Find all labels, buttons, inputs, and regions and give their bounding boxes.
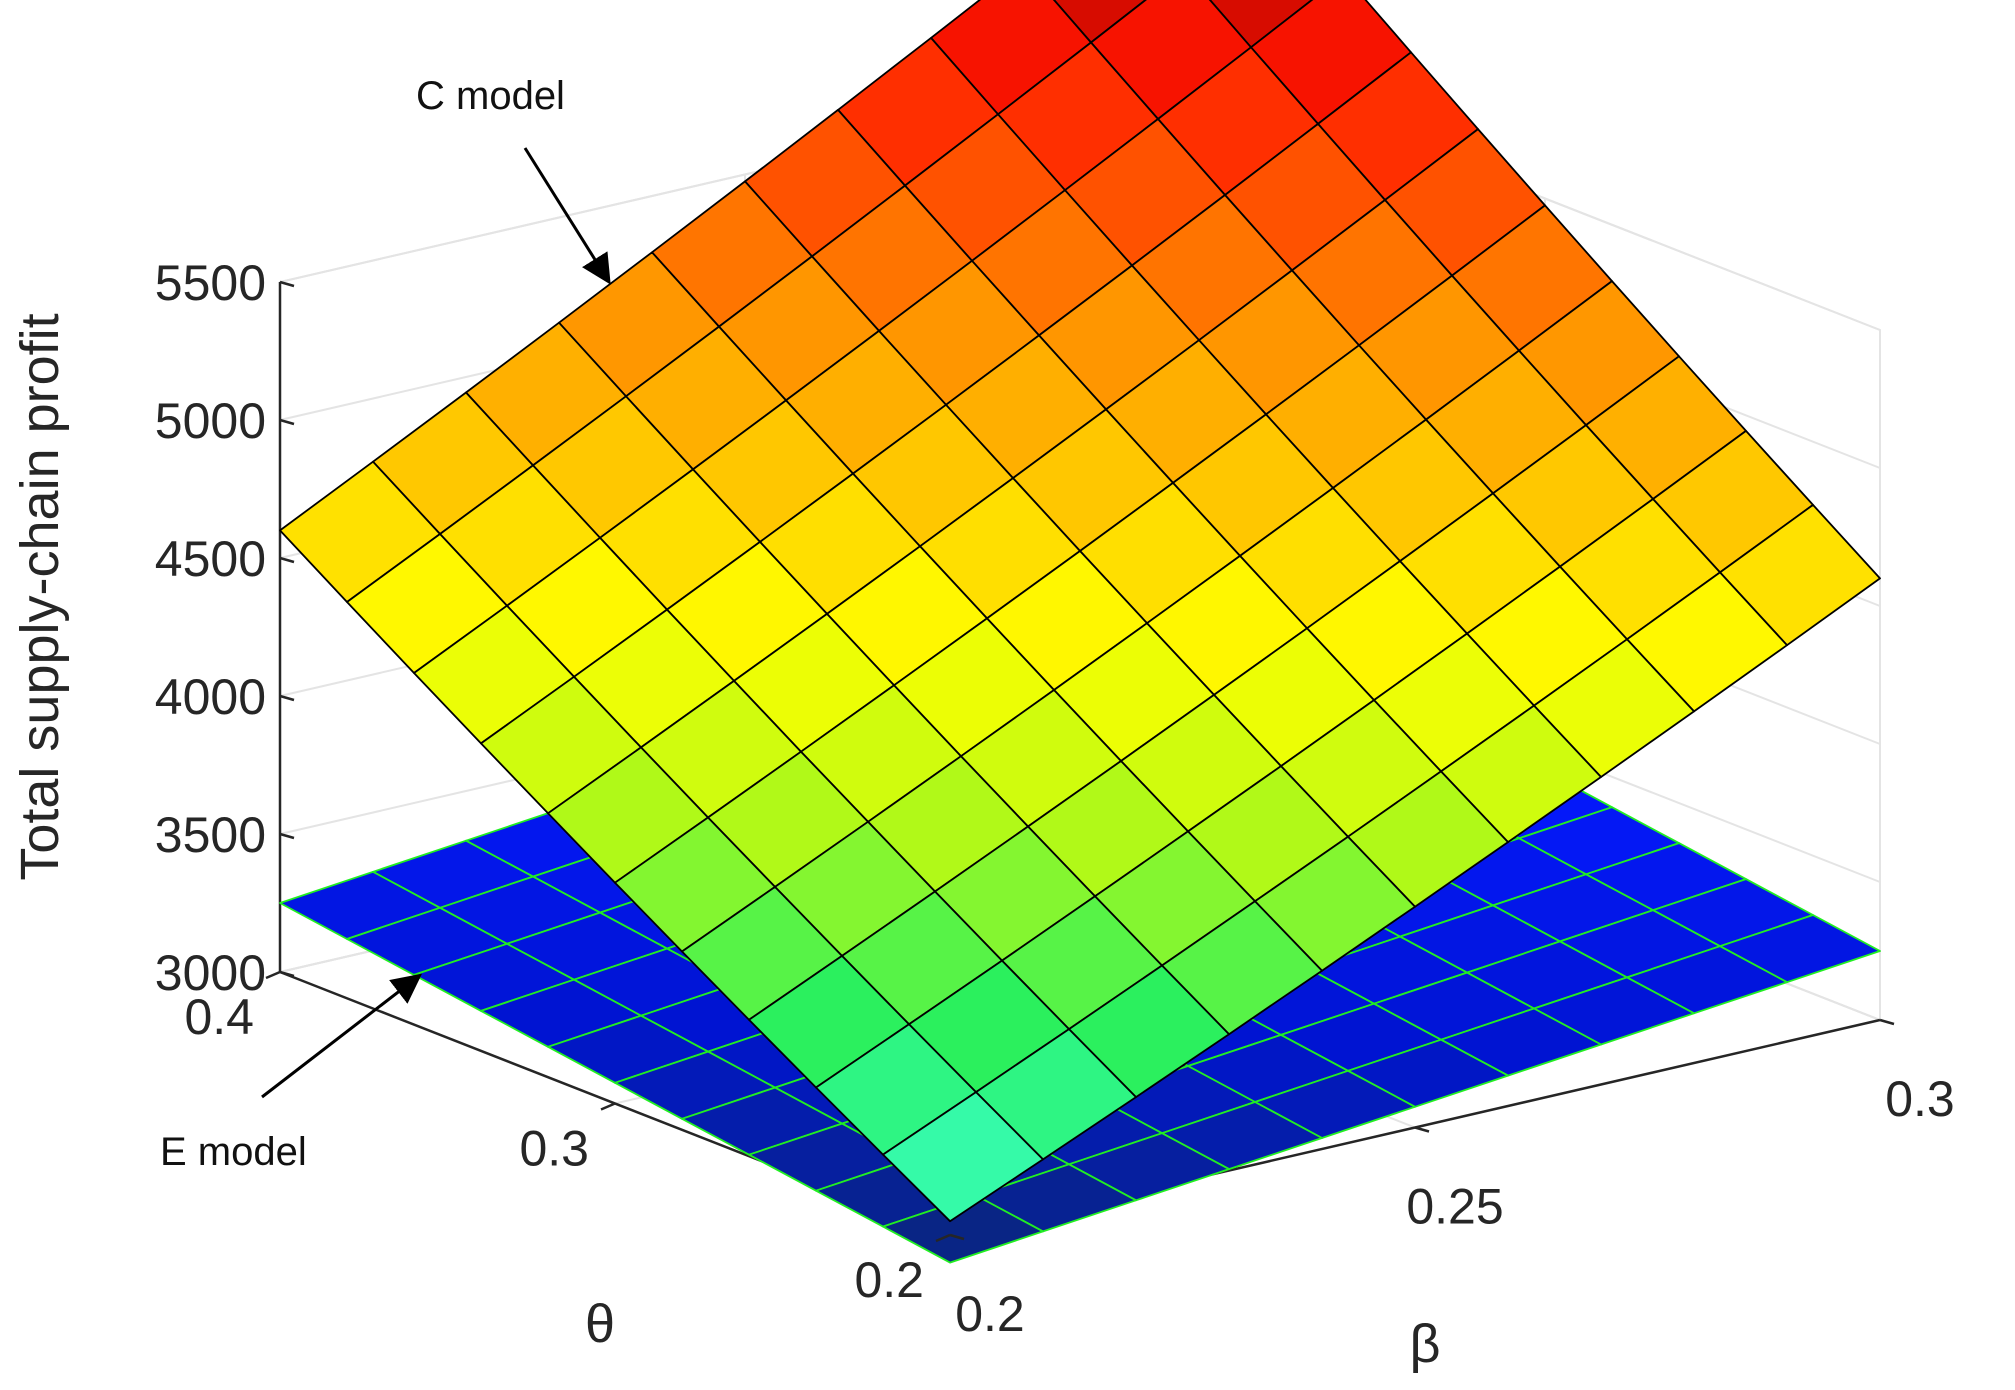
z-tick-mark xyxy=(279,280,295,288)
z-tick-label: 3500 xyxy=(155,807,266,863)
c-model-patch xyxy=(1052,0,1147,44)
c-model-patch xyxy=(1208,0,1314,49)
annotations: C model E model xyxy=(160,74,611,1174)
z-tick-mark xyxy=(279,832,295,840)
c-model-annotation: C model xyxy=(416,74,565,118)
e-model-annotation: E model xyxy=(160,1130,307,1174)
z-tick-label: 3000 xyxy=(155,945,266,1001)
beta-axis-label: β xyxy=(1409,1314,1440,1374)
theta-axis-label: θ xyxy=(585,1294,615,1354)
z-tick-mark xyxy=(279,418,295,426)
beta-tick-label: 0.3 xyxy=(1885,1071,1955,1127)
z-axis-label: Total supply-chain profit xyxy=(10,313,70,880)
beta-tick-mark xyxy=(1414,1126,1430,1133)
c-model-surface xyxy=(279,0,1881,1223)
z-tick-label: 4000 xyxy=(155,669,266,725)
beta-tick-label: 0.25 xyxy=(1406,1179,1503,1235)
beta-tick-mark xyxy=(949,1233,965,1241)
c-model-arrow xyxy=(523,147,611,285)
beta-tick-label: 0.2 xyxy=(955,1286,1025,1342)
theta-tick-mark xyxy=(935,1233,951,1243)
z-tick-label: 5500 xyxy=(155,255,266,311)
beta-tick-mark xyxy=(1879,1018,1895,1026)
z-tick-mark xyxy=(279,556,295,564)
theta-tick-mark xyxy=(265,970,281,980)
theta-tick-label: 0.4 xyxy=(184,989,254,1045)
e-model-arrow xyxy=(261,973,423,1099)
theta-tick-label: 0.3 xyxy=(519,1121,589,1177)
ticks-layer: 3000 3500 4000 4500 5000 5500 0.2 0.3 0.4 0.2 0.25… xyxy=(10,255,1955,1374)
theta-tick-mark xyxy=(600,1102,616,1111)
z-tick-label: 4500 xyxy=(155,531,266,587)
theta-tick-label: 0.2 xyxy=(854,1252,924,1308)
c-model-patch xyxy=(882,1091,1044,1223)
z-tick-label: 5000 xyxy=(155,393,266,449)
z-tick-mark xyxy=(279,694,295,702)
z-tick-mark xyxy=(279,970,295,978)
